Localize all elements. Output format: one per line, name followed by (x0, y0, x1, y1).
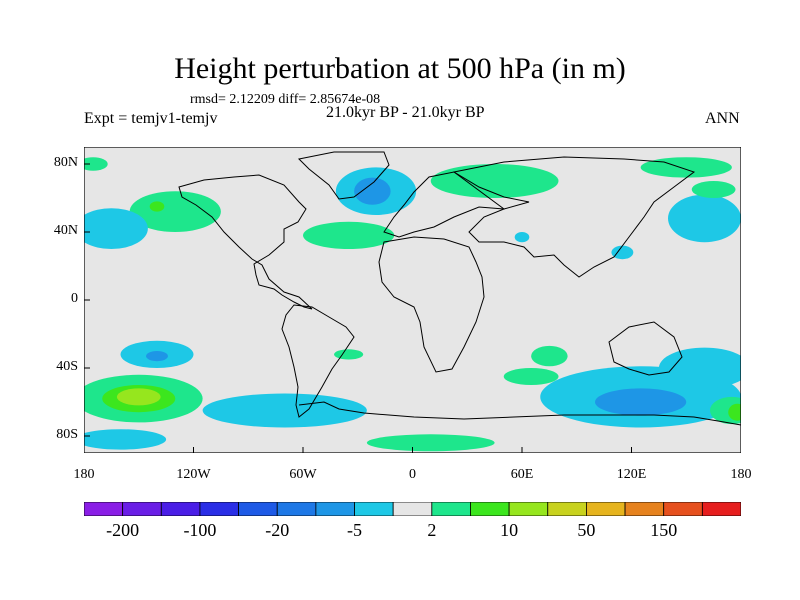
anomaly-region-6 (84, 208, 148, 249)
colorbar-label-6: 50 (577, 520, 596, 540)
colorbar-swatch-10 (470, 502, 510, 516)
anomaly-region-2 (430, 164, 559, 198)
anomaly-region-23 (202, 393, 367, 428)
anomaly-region-3 (303, 221, 395, 249)
colorbar-swatch-9 (431, 502, 471, 516)
colorbar-swatch-7 (354, 502, 394, 516)
anomaly-region-28 (334, 349, 364, 360)
coast-greenland (297, 151, 390, 200)
colorbar-swatch-5 (276, 502, 317, 516)
lat-label-3: 40S (56, 359, 78, 374)
stats-label: rmsd= 2.12209 diff= 2.85674e-08 (190, 92, 381, 107)
colorbar-label-3: -5 (347, 520, 363, 540)
coast-asia (452, 156, 696, 278)
colorbar-swatch-0 (84, 502, 124, 516)
colorbar-swatch-3 (199, 502, 239, 516)
colorbar-swatch-12 (547, 502, 587, 516)
colorbar-label-7: 150 (650, 520, 678, 540)
anomaly-region-15 (658, 347, 741, 389)
colorbar-swatch-4 (238, 502, 278, 516)
anomaly-region-11 (84, 157, 108, 171)
colorbar-swatch-16 (701, 502, 741, 516)
season-label: ANN (705, 110, 740, 127)
anomaly-region-27 (503, 368, 559, 385)
anomaly-region-10 (691, 181, 736, 198)
anomaly-region-7 (668, 194, 741, 243)
colorbar-label-5: 10 (500, 520, 519, 540)
colorbar-label-2: -20 (265, 520, 290, 540)
anomaly-region-8 (611, 245, 634, 260)
anomaly-fields (84, 157, 741, 452)
coast-north-america (178, 174, 313, 310)
lon-label-3: 0 (409, 467, 416, 482)
lat-label-4: 80S (56, 427, 78, 442)
colorbar (84, 502, 741, 516)
anomaly-region-5 (149, 201, 165, 212)
anomaly-region-12 (514, 232, 530, 243)
anomaly-region-20 (116, 388, 161, 406)
period-label: 21.0kyr BP - 21.0kyr BP (326, 104, 485, 121)
colorbar-swatch-2 (160, 502, 201, 516)
lon-label-6: 180 (730, 467, 752, 482)
anomaly-region-1 (354, 177, 391, 205)
anomaly-region-9 (640, 157, 732, 178)
experiment-label: Expt = temjv1-temjv (84, 110, 218, 127)
coast-europe (383, 171, 530, 238)
coast-australia (608, 321, 683, 376)
coastlines (178, 151, 741, 426)
colorbar-swatch-14 (624, 502, 665, 516)
colorbar-label-1: -100 (183, 520, 217, 540)
lon-label-5: 120E (616, 467, 647, 482)
colorbar-swatch-8 (392, 502, 433, 516)
anomaly-region-4 (129, 191, 221, 232)
anomaly-region-26 (531, 345, 568, 367)
lat-label-1: 40N (53, 223, 78, 238)
coast-africa (378, 236, 485, 373)
lon-label-4: 60E (510, 467, 534, 482)
lat-label-2: 0 (71, 291, 78, 306)
colorbar-swatch-1 (122, 502, 162, 516)
anomaly-region-25 (366, 434, 495, 452)
anomaly-region-22 (146, 351, 168, 362)
anomaly-region-24 (84, 429, 167, 450)
map-panel (84, 147, 741, 453)
colorbar-swatch-11 (508, 502, 549, 516)
colorbar-swatch-6 (315, 502, 355, 516)
colorbar-label-4: 2 (427, 520, 437, 540)
colorbar-label-0: -200 (106, 520, 140, 540)
colorbar-swatch-13 (586, 502, 626, 516)
colorbar-swatch-15 (663, 502, 703, 516)
anomaly-region-17 (728, 403, 741, 421)
lon-label-2: 60W (289, 467, 317, 482)
coast-antarctica (298, 401, 741, 426)
anomaly-region-14 (595, 388, 687, 416)
coast-south-america (281, 304, 355, 418)
axis-ticks (84, 163, 741, 453)
plot-title: Height perturbation at 500 hPa (in m) (174, 52, 626, 85)
lat-label-0: 80N (53, 155, 78, 170)
lon-label-1: 120W (176, 467, 211, 482)
lon-label-0: 180 (73, 467, 95, 482)
